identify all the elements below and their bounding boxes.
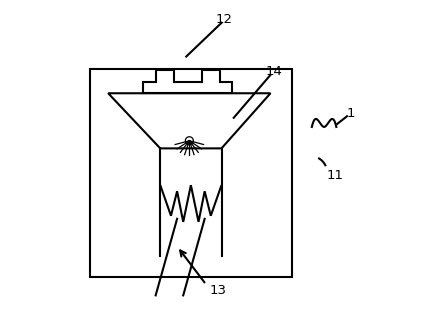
Text: 11: 11	[326, 169, 343, 182]
Text: 14: 14	[266, 65, 283, 78]
Text: 1: 1	[346, 107, 355, 120]
Text: 12: 12	[216, 13, 233, 26]
Polygon shape	[108, 93, 271, 148]
Text: 13: 13	[210, 284, 227, 297]
Polygon shape	[144, 70, 232, 93]
Bar	[90, 69, 292, 277]
